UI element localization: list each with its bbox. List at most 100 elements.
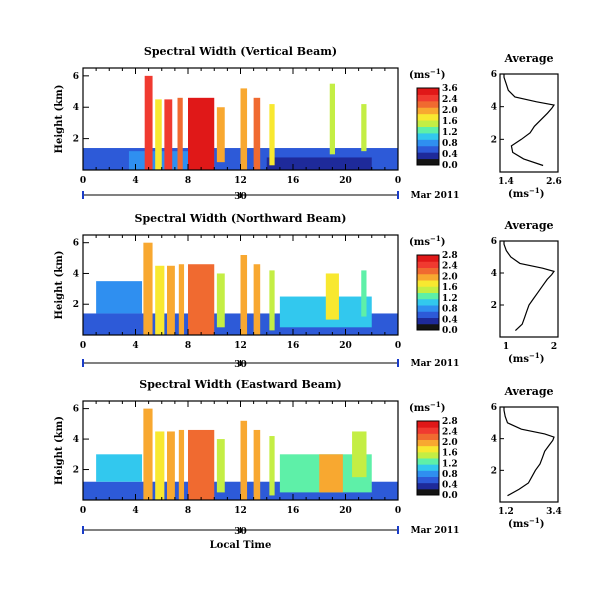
average-profile: Average 6 4 2 1.2 3.4(ms−1) — [491, 385, 562, 530]
heatmap — [83, 75, 398, 170]
heatmap-cell — [178, 429, 185, 500]
average-x-tick-label: 2.6 — [546, 177, 562, 187]
colorbar-swatch — [417, 273, 439, 281]
colorbar-swatch — [417, 298, 439, 306]
y-tick-label: 4 — [73, 435, 79, 445]
colorbar-tick-label: 1.2 — [442, 459, 458, 469]
average-y-tick-label: 4 — [491, 269, 497, 279]
colorbar-swatch — [417, 421, 439, 428]
colorbar-swatch — [417, 311, 439, 318]
colorbar-swatch — [417, 132, 439, 140]
heatmap-cell — [177, 97, 183, 170]
colorbar-swatch — [417, 280, 439, 287]
average-y-tick-label: 6 — [491, 237, 497, 247]
heatmap-cell — [155, 431, 165, 500]
average-frame — [499, 406, 559, 503]
heatmap-cell — [164, 99, 173, 170]
date-label: Mar 2011 — [411, 359, 460, 369]
heatmap-cell — [269, 104, 275, 166]
heatmap-cell — [269, 270, 275, 331]
heatmap-cell — [167, 265, 175, 335]
colorbar-swatch — [417, 286, 439, 293]
colorbar-tick-label: 2.8 — [442, 417, 458, 427]
average-y-tick-label: 2 — [491, 301, 497, 311]
colorbar-tick-label: 2.4 — [442, 428, 458, 438]
x-tick-label: 8 — [185, 506, 191, 516]
heatmap-cell — [188, 429, 215, 500]
x-tick-label: 16 — [287, 506, 300, 516]
colorbar-swatch — [417, 126, 439, 134]
heatmap-cell — [325, 273, 339, 320]
x-tick-label: 0 — [395, 176, 401, 186]
heatmap-cell — [216, 273, 225, 328]
x-tick-label: 0 — [80, 341, 86, 351]
panel-title: Spectral Width (Eastward Beam) — [139, 378, 341, 391]
colorbar-swatch — [417, 158, 439, 166]
colorbar-swatch — [417, 323, 439, 331]
average-x-tick-label: 1 — [503, 342, 509, 352]
heatmap-cell — [240, 420, 248, 500]
date-tick-label: 30 — [234, 192, 247, 202]
average-title: Average — [503, 385, 553, 398]
y-tick-label: 2 — [73, 466, 79, 476]
colorbar-swatch — [417, 451, 439, 459]
x-tick-label: 0 — [80, 506, 86, 516]
heatmap-cell — [96, 281, 143, 314]
heatmap-cell — [253, 97, 261, 170]
colorbar-tick-label: 0.0 — [442, 491, 458, 501]
average-frame — [499, 240, 559, 338]
colorbar-swatch — [417, 470, 439, 477]
panel-title: Spectral Width (Vertical Beam) — [144, 45, 337, 58]
colorbar-swatch — [417, 464, 439, 471]
colorbar-tick-label: 1.6 — [442, 449, 458, 459]
heatmap-cell — [319, 454, 343, 493]
colorbar-unit: (ms−1) — [409, 67, 445, 81]
average-x-tick-label: 2 — [551, 342, 557, 352]
colorbar-tick-label: 0.4 — [442, 150, 458, 160]
colorbar-tick-label: 0.8 — [442, 139, 458, 149]
heatmap-cell — [269, 436, 275, 496]
colorbar-tick-label: 1.6 — [442, 117, 458, 127]
colorbar-tick-label: 2.0 — [442, 106, 458, 116]
y-tick-label: 6 — [73, 72, 79, 82]
x-tick-label: 0 — [395, 341, 401, 351]
colorbar-swatch — [417, 458, 439, 465]
figure-x-label: Local Time — [210, 540, 272, 551]
average-x-tick-label: 1.2 — [498, 507, 514, 517]
colorbar-swatch — [417, 305, 439, 312]
y-tick-label: 4 — [73, 103, 79, 113]
colorbar-frame — [416, 87, 440, 166]
colorbar-unit: (ms−1) — [409, 400, 445, 414]
panel-3: Spectral Width (Eastward Beam) 6 4 2 Height … — [54, 378, 562, 537]
heatmap-cell — [178, 264, 185, 335]
colorbar-tick-label: 0.8 — [442, 470, 458, 480]
colorbar-tick-label: 1.6 — [442, 283, 458, 293]
colorbar-unit: (ms−1) — [409, 234, 445, 248]
y-tick-label: 2 — [73, 135, 79, 145]
x-tick-label: 8 — [185, 341, 191, 351]
heatmap — [83, 408, 398, 500]
colorbar-tick-label: 3.6 — [442, 84, 458, 94]
average-title: Average — [503, 219, 553, 232]
x-tick-label: 0 — [395, 506, 401, 516]
heatmap-cell — [240, 88, 248, 170]
y-tick-label: 6 — [73, 405, 79, 415]
average-x-label: (ms−1) — [508, 351, 544, 365]
heatmap-cell — [216, 107, 225, 163]
colorbar-swatch — [417, 445, 439, 453]
colorbar-frame — [416, 420, 440, 496]
colorbar-tick-label: 2.4 — [442, 95, 458, 105]
average-line — [503, 407, 555, 497]
colorbar-swatch — [417, 476, 439, 484]
x-tick-label: 20 — [339, 506, 352, 516]
average-y-tick-label: 2 — [491, 135, 497, 145]
average-profile: Average 6 4 2 1.4 2.6(ms−1) — [491, 52, 562, 200]
y-axis-label: Height (km) — [54, 416, 65, 485]
x-tick-label: 0 — [80, 176, 86, 186]
panel-2: Spectral Width (Northward Beam) 6 4 2 Height… — [54, 212, 559, 370]
colorbar-tick-label: 0.0 — [442, 326, 458, 336]
colorbar-tick-label: 2.4 — [442, 262, 458, 272]
colorbar-swatch — [417, 107, 439, 115]
average-y-tick-label: 2 — [491, 466, 497, 476]
colorbar-tick-label: 0.8 — [442, 305, 458, 315]
